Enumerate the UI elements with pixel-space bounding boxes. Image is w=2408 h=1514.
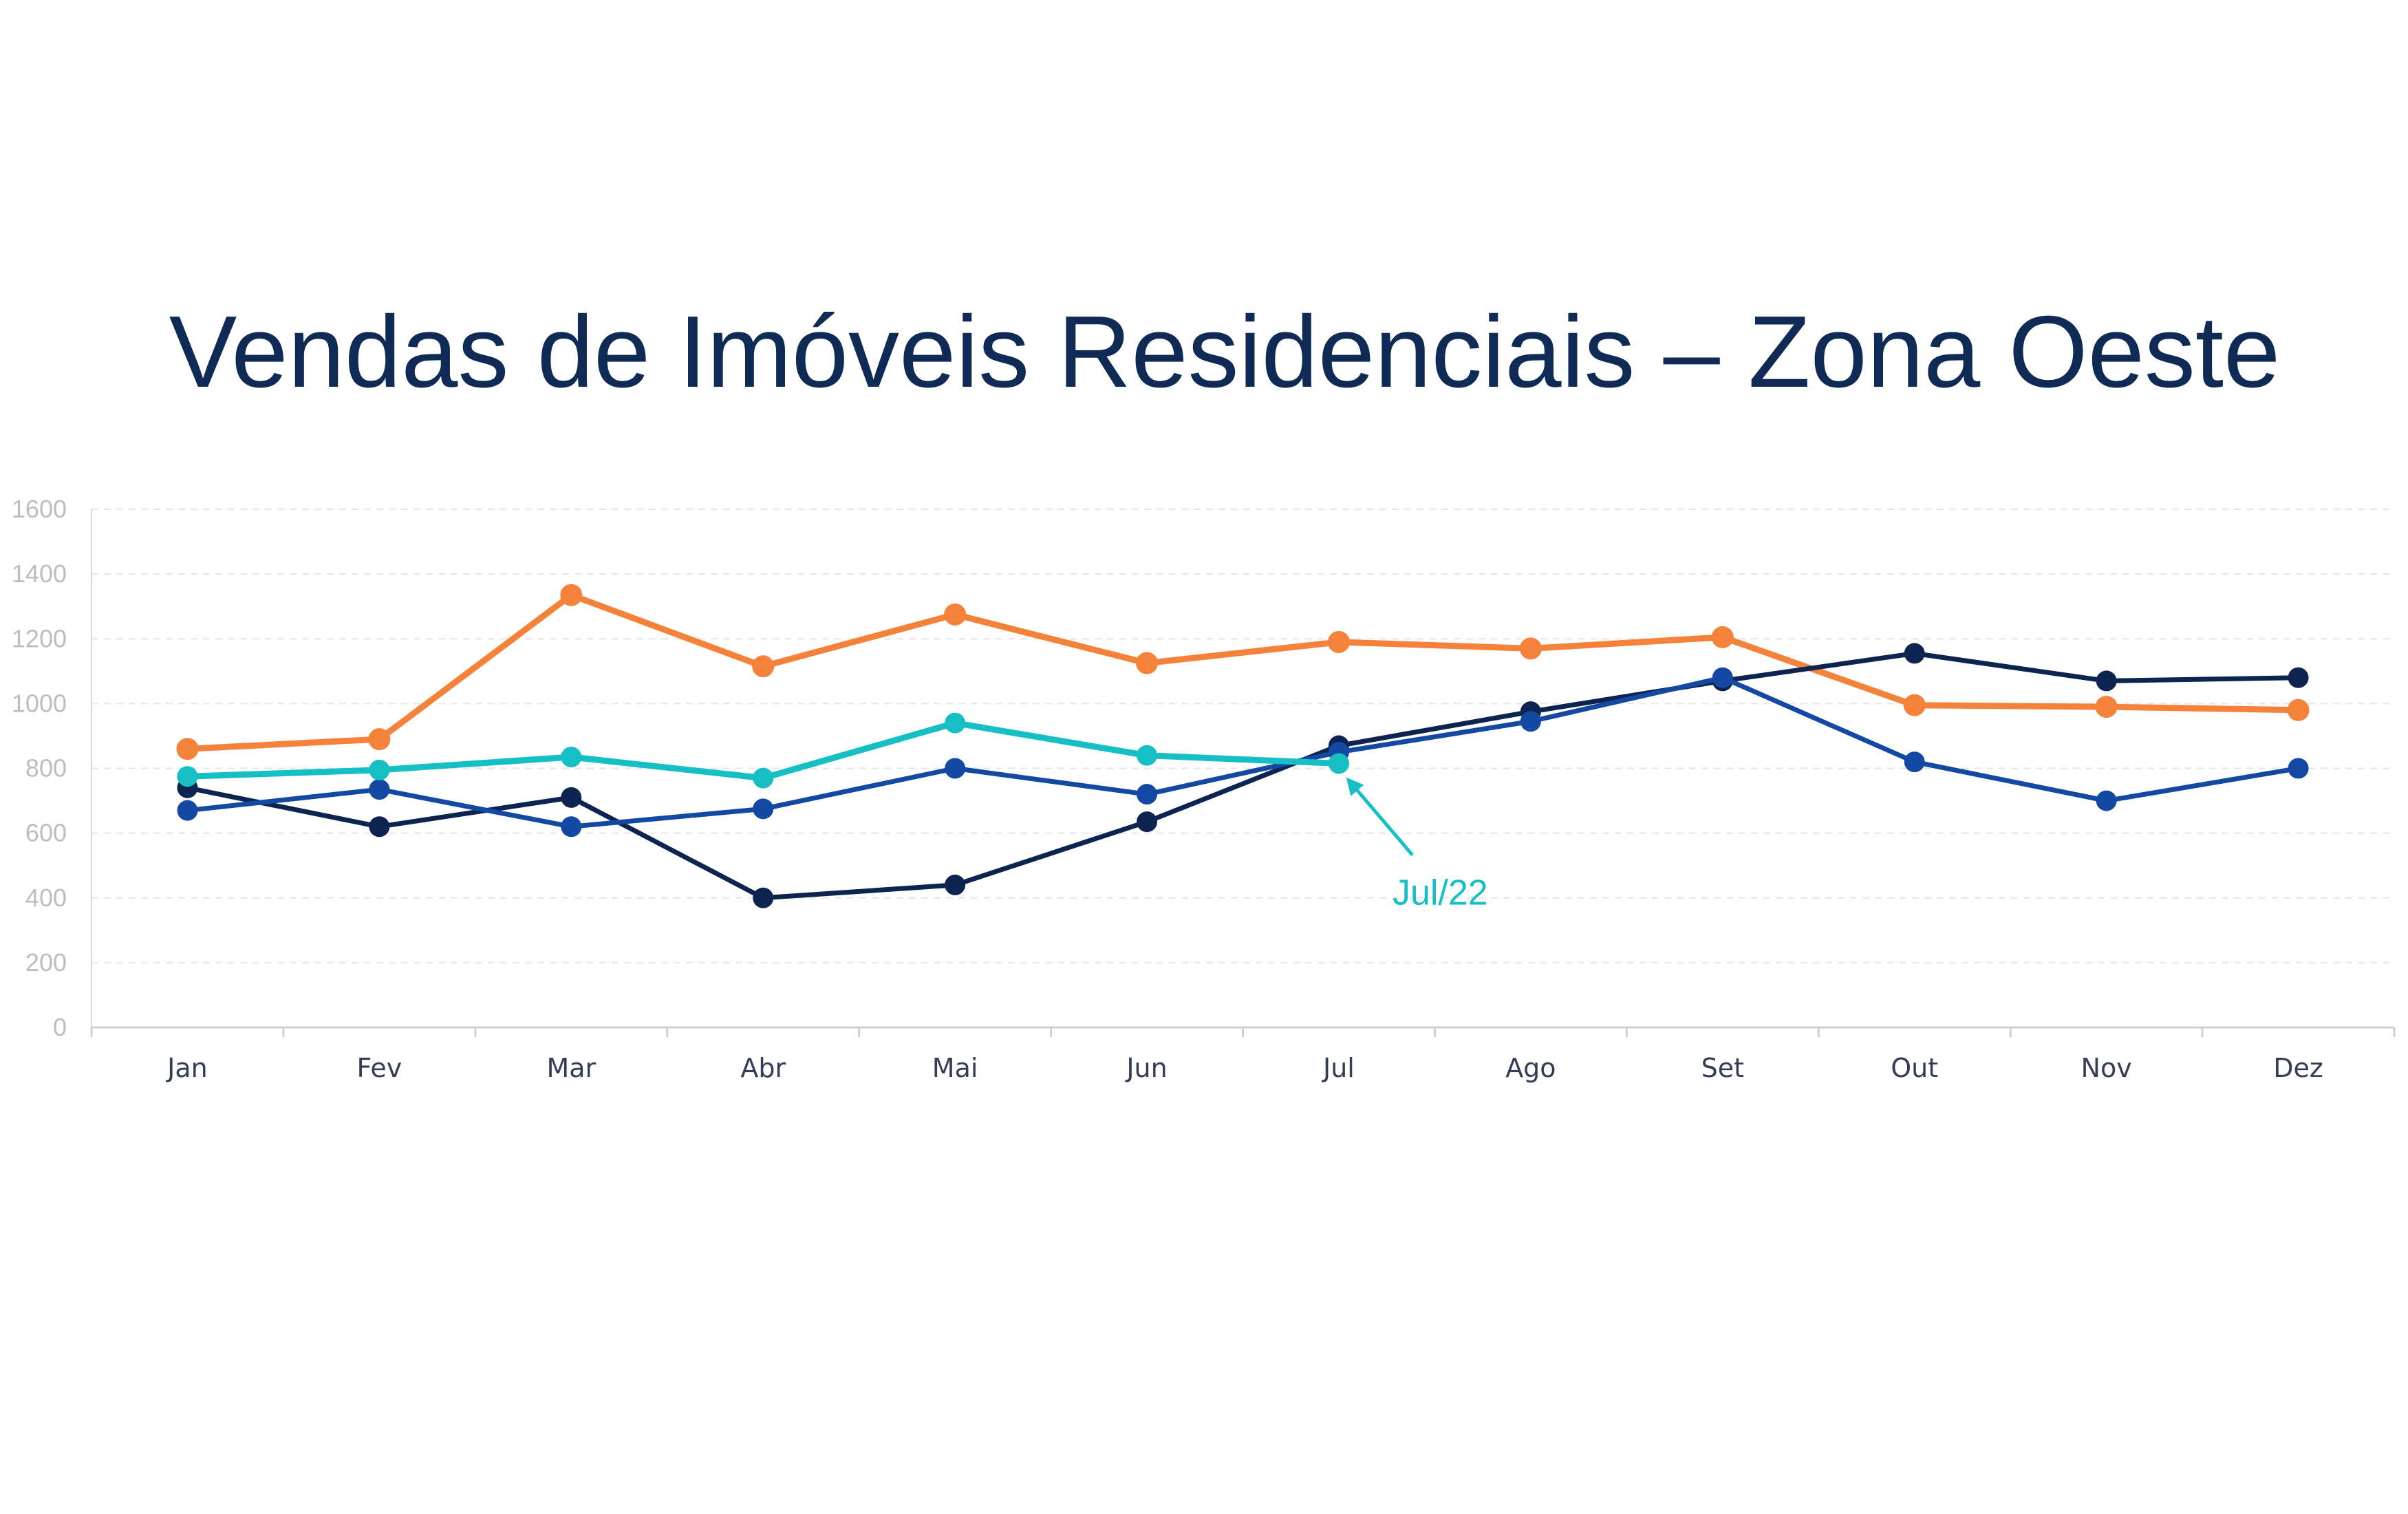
data-point: [1903, 694, 1926, 716]
data-point: [561, 747, 582, 768]
x-tick-label: Jul: [1322, 1053, 1355, 1083]
series-3: [177, 667, 2309, 838]
data-point: [2287, 699, 2310, 721]
x-tick-label: Nov: [2081, 1053, 2132, 1083]
x-tick-label: Mar: [546, 1053, 596, 1083]
data-point: [1519, 637, 1542, 660]
series-2-line: [184, 650, 2301, 901]
data-point: [1136, 652, 1159, 674]
data-point: [1904, 751, 1925, 773]
y-tick-label: 0: [53, 1013, 67, 1041]
data-point: [752, 655, 775, 678]
annotation-label: Jul/22: [1393, 873, 1488, 913]
data-point: [945, 758, 966, 779]
y-tick-label: 200: [25, 948, 67, 977]
series-4: [177, 712, 1349, 789]
data-point: [2095, 696, 2118, 718]
y-tick-label: 1000: [12, 689, 67, 717]
data-point: [2096, 790, 2117, 811]
data-point: [2288, 758, 2309, 779]
y-tick-label: 1400: [12, 559, 67, 588]
data-point: [1327, 630, 1350, 653]
x-tick-label: Fev: [357, 1053, 402, 1083]
data-point: [561, 787, 582, 808]
axes: 0 200 400 600 800 1000 1200 1400 1600 Jan Fev Mar Ab…: [12, 495, 2396, 1083]
y-tick-label: 1600: [12, 495, 67, 523]
series-1: [176, 584, 2310, 760]
data-point: [1712, 667, 1733, 688]
gridlines: [92, 509, 2394, 963]
series-3-line: [184, 675, 2301, 829]
data-point: [944, 603, 967, 626]
data-point: [368, 728, 391, 751]
data-point: [177, 766, 198, 787]
y-tick-label: 1200: [12, 624, 67, 652]
x-tick-label: Jun: [1125, 1053, 1167, 1083]
data-point: [1137, 811, 1158, 833]
data-point: [561, 816, 582, 838]
data-point: [176, 738, 199, 760]
series-layer: [176, 584, 2310, 908]
annotations: Jul/22: [1346, 777, 1488, 913]
data-point: [753, 767, 774, 789]
data-point: [177, 800, 198, 821]
x-tick-label: Mai: [932, 1053, 978, 1083]
x-tick-label: Jan: [166, 1053, 208, 1083]
data-point: [753, 887, 774, 908]
annotation-arrow: [1346, 777, 1414, 857]
data-point: [753, 798, 774, 820]
chart-title: Vendas de Imóveis Residenciais – Zona Oe…: [169, 295, 2281, 409]
data-point: [2096, 670, 2117, 692]
data-point: [1711, 626, 1734, 648]
data-point: [560, 584, 583, 606]
data-point: [369, 759, 390, 780]
y-tick-label: 600: [25, 819, 67, 847]
data-point: [945, 712, 966, 734]
series-1-line: [184, 592, 2302, 752]
data-point: [1904, 643, 1925, 664]
data-point: [1520, 711, 1541, 732]
data-point: [1137, 784, 1158, 805]
x-tick-label: Abr: [740, 1053, 786, 1083]
data-point: [369, 816, 390, 838]
data-point: [1328, 753, 1349, 774]
y-tick-label: 800: [25, 754, 67, 782]
data-point: [2288, 667, 2309, 688]
y-tick-label: 400: [25, 884, 67, 912]
data-point: [945, 874, 966, 895]
x-tick-label: Set: [1701, 1053, 1744, 1083]
data-point: [369, 779, 390, 800]
x-tick-label: Ago: [1505, 1053, 1556, 1083]
x-tick-label: Dez: [2273, 1053, 2323, 1083]
x-tick-label: Out: [1891, 1053, 1938, 1083]
data-point: [1137, 745, 1158, 766]
